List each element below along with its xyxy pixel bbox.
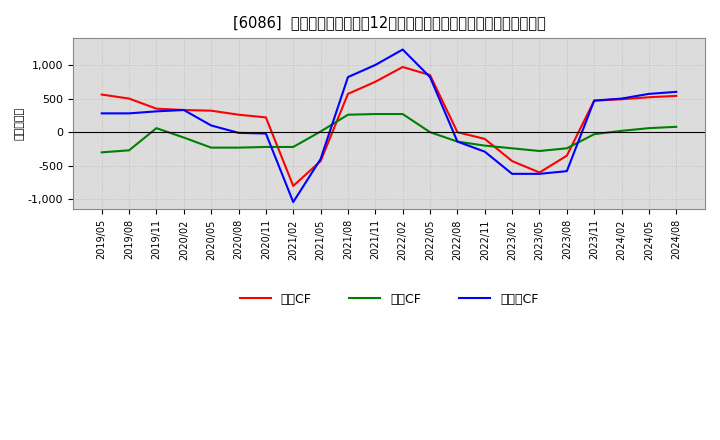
投賃CF	[453, 139, 462, 144]
フリーCF	[316, 156, 325, 161]
投賃CF	[426, 129, 434, 135]
営業CF	[508, 158, 516, 164]
投賃CF	[261, 144, 270, 150]
投賃CF	[535, 148, 544, 154]
投賃CF	[125, 148, 133, 153]
投賃CF	[152, 125, 161, 131]
Line: 投賃CF: 投賃CF	[102, 114, 676, 152]
営業CF	[261, 115, 270, 120]
投賃CF	[316, 129, 325, 134]
営業CF	[398, 64, 407, 70]
投賃CF	[398, 111, 407, 117]
営業CF	[125, 96, 133, 101]
フリーCF	[644, 91, 653, 96]
フリーCF	[398, 47, 407, 52]
フリーCF	[207, 123, 215, 128]
営業CF	[97, 92, 106, 97]
投賃CF	[508, 146, 516, 151]
投賃CF	[234, 145, 243, 150]
営業CF	[343, 91, 352, 96]
投賃CF	[644, 125, 653, 131]
フリーCF	[453, 139, 462, 144]
投賃CF	[343, 112, 352, 117]
投賃CF	[371, 111, 379, 117]
フリーCF	[480, 149, 489, 154]
フリーCF	[234, 130, 243, 136]
Title: [6086]  キャッシュフローの12か月移動合計の対前年同期増減額の推移: [6086] キャッシュフローの12か月移動合計の対前年同期増減額の推移	[233, 15, 545, 30]
営業CF	[617, 97, 626, 102]
Legend: 営業CF, 投賃CF, フリーCF: 営業CF, 投賃CF, フリーCF	[235, 288, 544, 311]
フリーCF	[562, 169, 571, 174]
フリーCF	[371, 62, 379, 68]
フリーCF	[617, 96, 626, 101]
フリーCF	[508, 171, 516, 176]
投賃CF	[179, 135, 188, 140]
フリーCF	[289, 199, 297, 205]
営業CF	[316, 158, 325, 164]
投賃CF	[480, 143, 489, 148]
フリーCF	[590, 98, 598, 103]
投賃CF	[590, 132, 598, 137]
営業CF	[371, 79, 379, 84]
営業CF	[672, 93, 680, 99]
営業CF	[179, 107, 188, 113]
営業CF	[289, 183, 297, 189]
Line: フリーCF: フリーCF	[102, 50, 676, 202]
営業CF	[207, 108, 215, 114]
フリーCF	[261, 131, 270, 136]
営業CF	[480, 136, 489, 142]
フリーCF	[672, 89, 680, 95]
フリーCF	[535, 171, 544, 176]
営業CF	[426, 73, 434, 78]
投賃CF	[289, 144, 297, 150]
投賃CF	[97, 150, 106, 155]
投賃CF	[207, 145, 215, 150]
フリーCF	[152, 109, 161, 114]
Line: 営業CF: 営業CF	[102, 67, 676, 186]
Y-axis label: （百万円）: （百万円）	[15, 107, 25, 140]
営業CF	[453, 129, 462, 135]
フリーCF	[125, 111, 133, 116]
営業CF	[152, 106, 161, 111]
投賃CF	[562, 146, 571, 151]
営業CF	[590, 98, 598, 103]
営業CF	[562, 153, 571, 158]
投賃CF	[672, 124, 680, 129]
投賃CF	[617, 128, 626, 133]
フリーCF	[343, 74, 352, 80]
フリーCF	[426, 74, 434, 80]
営業CF	[644, 95, 653, 100]
営業CF	[535, 170, 544, 175]
フリーCF	[97, 111, 106, 116]
営業CF	[234, 112, 243, 117]
フリーCF	[179, 107, 188, 113]
